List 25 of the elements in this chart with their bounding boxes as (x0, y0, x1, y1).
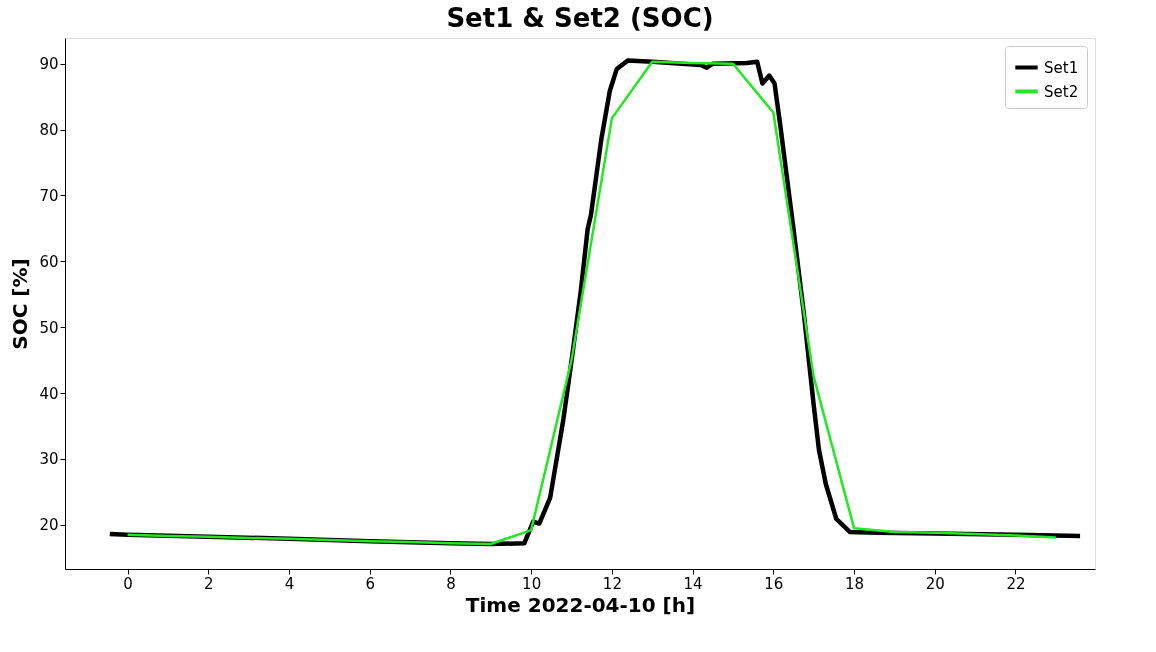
y-tick-label: 30 (39, 450, 59, 469)
x-tick-label: 2 (204, 574, 214, 593)
y-tick-label: 20 (39, 516, 59, 535)
x-tick-label: 18 (845, 574, 865, 593)
x-tick-label: 4 (284, 574, 295, 593)
chart-title: Set1 & Set2 (SOC) (446, 3, 714, 33)
y-tick-label: 90 (39, 55, 59, 74)
y-tick-label: 70 (39, 186, 59, 205)
legend-label: Set2 (1044, 82, 1079, 101)
x-tick-label: 14 (683, 574, 703, 593)
x-tick-label: 6 (365, 574, 375, 593)
x-axis-title: Time 2022-04-10 [h] (465, 592, 696, 617)
y-tick-label: 80 (39, 121, 59, 140)
y-tick-label: 60 (39, 252, 59, 271)
x-tick-label: 20 (925, 574, 945, 593)
x-tick-label: 8 (446, 574, 456, 593)
y-tick-label: 50 (39, 318, 59, 337)
x-tick-label: 10 (522, 574, 542, 593)
y-tick-label: 40 (39, 384, 59, 403)
y-axis-title: SOC [%] (8, 258, 33, 350)
x-tick-label: 12 (602, 574, 622, 593)
x-tick-label: 22 (1006, 574, 1026, 593)
x-tick-label: 0 (123, 574, 133, 593)
x-tick-label: 16 (764, 574, 784, 593)
legend-label: Set1 (1044, 58, 1079, 77)
